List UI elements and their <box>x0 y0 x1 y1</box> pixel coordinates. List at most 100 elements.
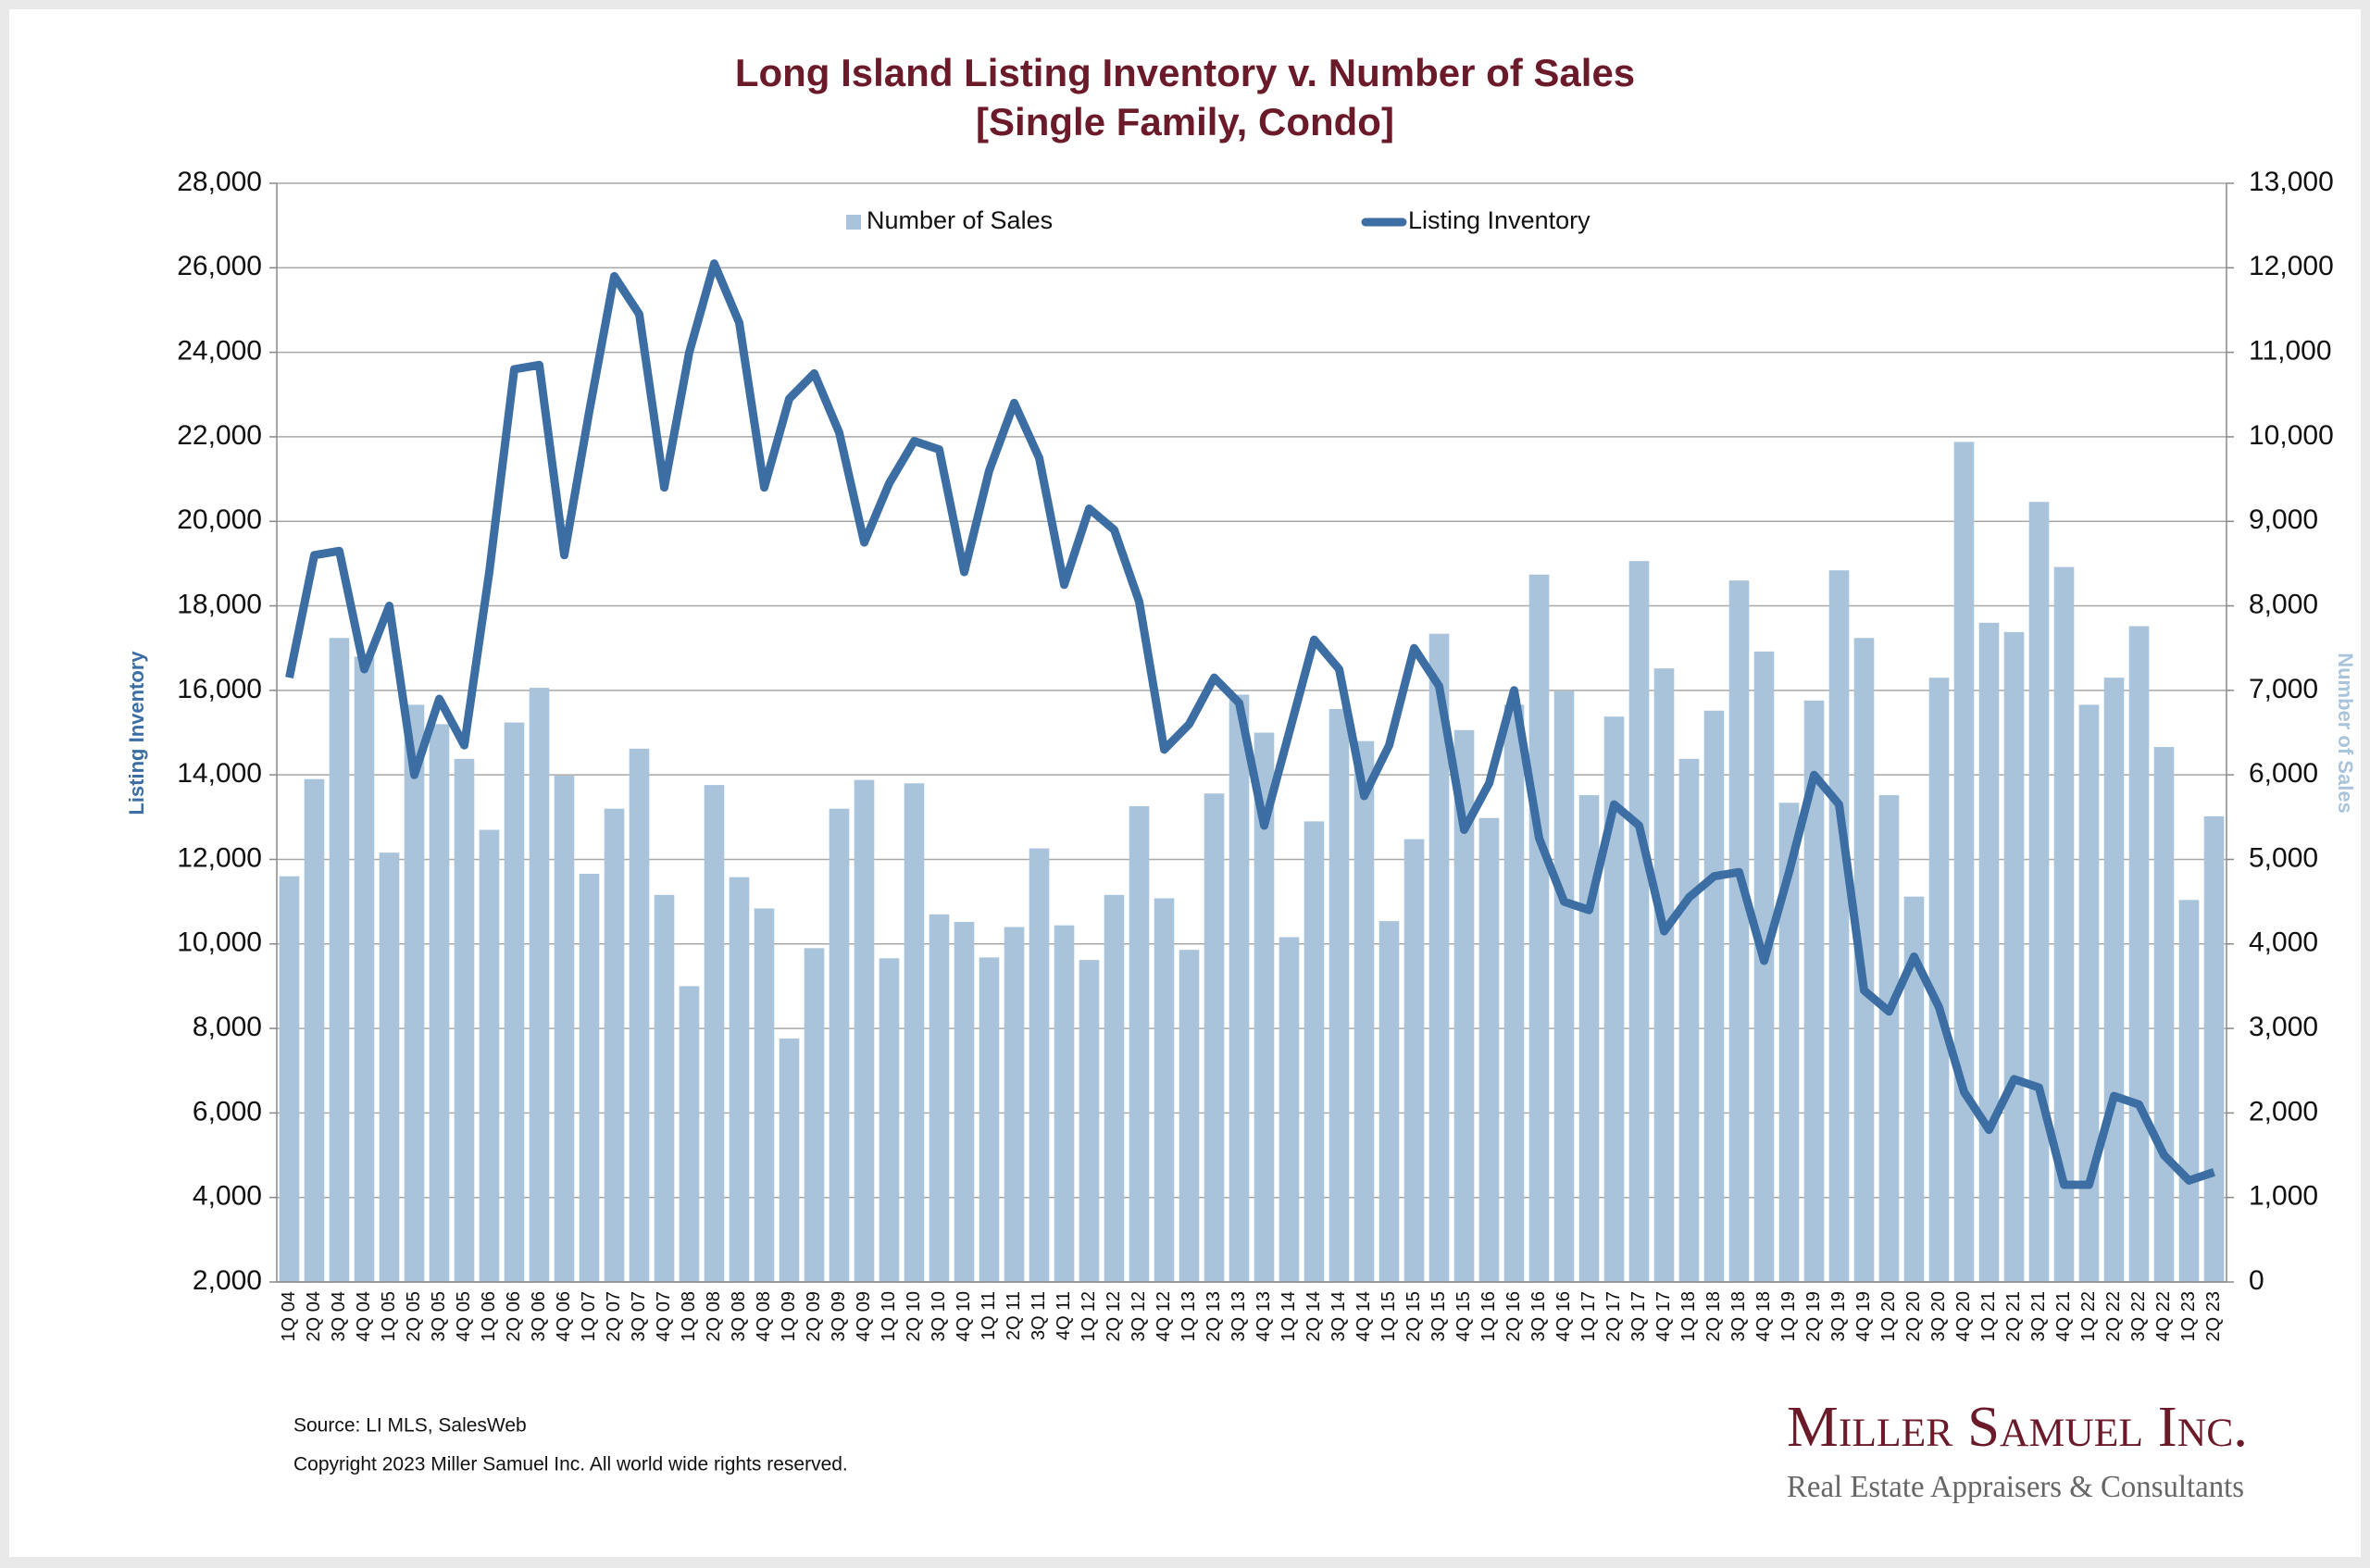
y-tick-label: 12,000 <box>177 842 262 873</box>
x-tick-label: 1Q 13 <box>1179 1291 1199 1341</box>
bar <box>929 914 950 1282</box>
x-tick-label: 1Q 17 <box>1578 1291 1599 1341</box>
x-tick-label: 3Q 06 <box>529 1291 549 1341</box>
bar <box>1204 793 1225 1282</box>
bar <box>404 704 425 1282</box>
x-tick-label: 3Q 15 <box>1428 1291 1449 1341</box>
chart-title: Long Island Listing Inventory v. Number … <box>735 51 1635 94</box>
y-tick-label: 24,000 <box>177 336 262 367</box>
bar <box>2153 747 2175 1282</box>
bar <box>1054 925 1075 1282</box>
copyright-note: Copyright 2023 Miller Samuel Inc. All wo… <box>293 1454 848 1475</box>
x-tick-label: 1Q 12 <box>1079 1291 1099 1341</box>
source-note: Source: LI MLS, SalesWeb <box>293 1415 527 1437</box>
x-tick-label: 3Q 07 <box>629 1291 649 1341</box>
y-tick-label: 4,000 <box>193 1181 262 1212</box>
bar <box>854 779 875 1282</box>
bar <box>1229 694 1250 1282</box>
bar <box>1803 700 1825 1282</box>
bar <box>1778 803 1800 1282</box>
x-tick-label: 2Q 13 <box>1204 1291 1224 1341</box>
x-tick-label: 4Q 13 <box>1254 1291 1274 1341</box>
bar <box>1928 678 1950 1282</box>
bar <box>704 785 725 1282</box>
logo: Miller Samuel Inc. <box>1787 1396 2248 1459</box>
x-tick-label: 2Q 11 <box>1004 1291 1024 1340</box>
bar <box>754 908 775 1282</box>
bar <box>1403 839 1425 1282</box>
x-tick-label: 4Q 20 <box>1953 1291 1974 1341</box>
x-tick-label: 1Q 21 <box>1978 1291 1999 1341</box>
bar <box>1428 633 1450 1282</box>
bar <box>379 852 400 1282</box>
y-tick-label: 16,000 <box>177 674 262 704</box>
bar <box>1378 921 1400 1282</box>
x-tick-label: 1Q 20 <box>1878 1291 1899 1341</box>
bar <box>1104 894 1125 1282</box>
bar <box>654 894 675 1282</box>
y-tick-label: 2,000 <box>193 1265 262 1296</box>
bar <box>554 776 575 1282</box>
y2-tick-label: 8,000 <box>2249 589 2318 619</box>
x-tick-label: 2Q 14 <box>1304 1291 1324 1341</box>
bar <box>1254 732 1275 1282</box>
bar <box>1653 668 1675 1282</box>
x-tick-label: 3Q 12 <box>1129 1291 1149 1341</box>
y-tick-label: 22,000 <box>177 420 262 451</box>
bar <box>504 722 525 1282</box>
x-tick-label: 2Q 18 <box>1703 1291 1724 1341</box>
y-tick-label: 20,000 <box>177 504 262 535</box>
x-tick-label: 2Q 12 <box>1104 1291 1124 1341</box>
bar <box>1453 729 1475 1282</box>
bar <box>604 808 625 1282</box>
bar <box>1978 622 2000 1282</box>
y2-axis-label: Number of Sales <box>2334 653 2357 814</box>
bar <box>579 873 600 1282</box>
x-tick-label: 3Q 04 <box>329 1291 349 1341</box>
bar <box>1029 848 1050 1282</box>
bar <box>2128 626 2150 1282</box>
y2-tick-label: 11,000 <box>2249 336 2332 367</box>
x-tick-label: 4Q 10 <box>954 1291 974 1341</box>
x-tick-label: 3Q 11 <box>1029 1291 1049 1340</box>
bar <box>979 957 1000 1282</box>
bar <box>2078 704 2100 1282</box>
x-tick-label: 3Q 22 <box>2128 1291 2149 1341</box>
bar <box>1503 704 1525 1282</box>
bar <box>1328 708 1350 1282</box>
x-tick-label: 1Q 06 <box>479 1291 499 1341</box>
x-tick-label: 3Q 10 <box>929 1291 949 1341</box>
x-tick-label: 2Q 16 <box>1503 1291 1524 1341</box>
x-tick-label: 1Q 07 <box>579 1291 599 1341</box>
x-tick-label: 4Q 11 <box>1054 1291 1074 1340</box>
x-tick-label: 2Q 19 <box>1803 1291 1824 1341</box>
legend-label: Number of Sales <box>867 206 1053 234</box>
x-tick-label: 3Q 16 <box>1528 1291 1549 1341</box>
x-tick-label: 2Q 22 <box>2103 1291 2124 1341</box>
y2-tick-label: 13,000 <box>2249 167 2334 197</box>
y2-tick-label: 10,000 <box>2249 420 2334 451</box>
x-tick-label: 2Q 04 <box>304 1291 324 1341</box>
bar <box>1603 716 1625 1282</box>
bar <box>1478 817 1500 1282</box>
bar <box>1578 795 1600 1282</box>
bar <box>629 748 650 1282</box>
bar <box>1353 740 1375 1282</box>
x-tick-label: 3Q 09 <box>829 1291 849 1341</box>
bar <box>279 876 300 1282</box>
x-tick-label: 2Q 23 <box>2203 1291 2224 1341</box>
x-tick-label: 1Q 08 <box>679 1291 699 1341</box>
x-tick-label: 4Q 22 <box>2153 1291 2174 1341</box>
x-tick-label: 1Q 22 <box>2078 1291 2099 1341</box>
line <box>285 259 2215 1189</box>
bar <box>354 656 375 1282</box>
y2-tick-label: 4,000 <box>2249 927 2318 958</box>
x-tick-label: 4Q 12 <box>1154 1291 1174 1341</box>
x-tick-label: 1Q 14 <box>1279 1291 1299 1341</box>
y-tick-label: 6,000 <box>193 1096 262 1126</box>
x-tick-label: 1Q 23 <box>2178 1291 2199 1341</box>
x-tick-label: 3Q 20 <box>1928 1291 1949 1341</box>
bar <box>1703 710 1725 1282</box>
x-tick-label: 4Q 07 <box>654 1291 674 1341</box>
